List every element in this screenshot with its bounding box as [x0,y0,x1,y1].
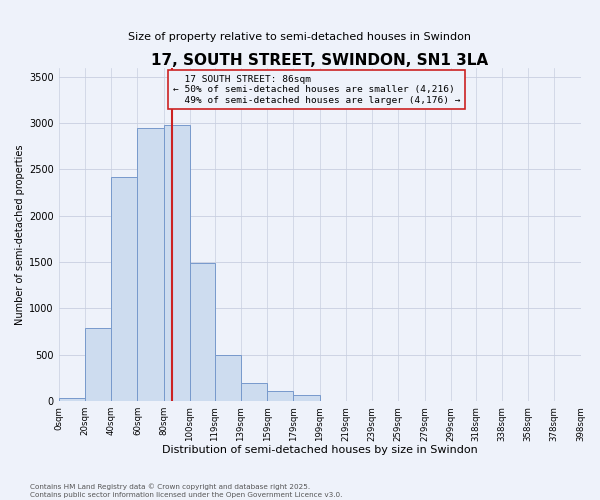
Bar [111,177,137,401]
Bar [85,328,111,401]
Bar [164,125,190,401]
Text: 17 SOUTH STREET: 86sqm
← 50% of semi-detached houses are smaller (4,216)
  49% o: 17 SOUTH STREET: 86sqm ← 50% of semi-det… [173,75,460,104]
Bar [59,398,85,401]
Text: Contains HM Land Registry data © Crown copyright and database right 2025.
Contai: Contains HM Land Registry data © Crown c… [30,484,343,498]
Bar [215,355,241,401]
Bar [190,263,215,401]
Y-axis label: Number of semi-detached properties: Number of semi-detached properties [15,144,25,324]
Title: 17, SOUTH STREET, SWINDON, SN1 3LA: 17, SOUTH STREET, SWINDON, SN1 3LA [151,52,488,68]
Bar [241,382,267,401]
Bar [293,395,320,401]
Bar [267,392,293,401]
X-axis label: Distribution of semi-detached houses by size in Swindon: Distribution of semi-detached houses by … [162,445,478,455]
Bar [137,128,164,401]
Text: Size of property relative to semi-detached houses in Swindon: Size of property relative to semi-detach… [128,32,472,42]
